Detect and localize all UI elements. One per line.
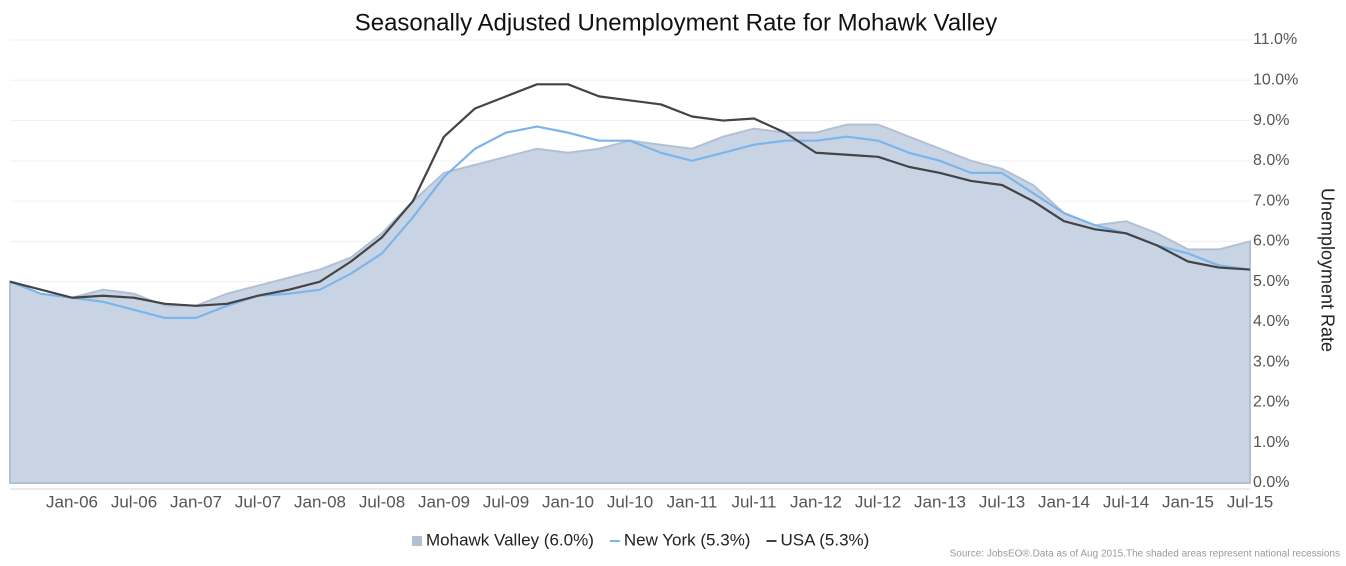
x-tick-label: Jul-07 [235,492,281,511]
x-tick-label: Jul-08 [359,492,405,511]
x-tick-label: Jan-07 [170,492,222,511]
x-tick-label: Jul-10 [607,492,653,511]
x-tick-label: Jul-13 [979,492,1025,511]
legend-label: Mohawk Valley (6.0%) [426,530,594,549]
y-tick-label: 7.0% [1253,192,1289,209]
y-tick-label: 0.0% [1253,474,1289,491]
x-tick-label: Jan-09 [418,492,470,511]
y-tick-label: 1.0% [1253,434,1289,451]
x-tick-label: Jul-09 [483,492,529,511]
legend-swatch [412,536,422,546]
x-tick-label: Jan-14 [1038,492,1090,511]
source-note: Source: JobsEO®.Data as of Aug 2015.The … [950,549,1340,560]
y-tick-label: 5.0% [1253,273,1289,290]
x-tick-label: Jul-14 [1103,492,1149,511]
x-tick-label: Jul-12 [855,492,901,511]
x-tick-label: Jan-11 [667,492,718,511]
y-tick-label: 8.0% [1253,152,1289,169]
x-tick-label: Jul-15 [1227,492,1273,511]
y-tick-label: 2.0% [1253,394,1289,411]
x-tick-label: Jul-06 [111,492,157,511]
y-axis-title: Unemployment Rate [1317,188,1337,352]
x-tick-label: Jan-06 [46,492,98,511]
y-tick-label: 4.0% [1253,313,1289,330]
area [9,123,1251,484]
y-tick-label: 11.0% [1253,31,1297,48]
y-tick-label: 3.0% [1253,353,1289,370]
legend-label: USA (5.3%) [780,530,869,549]
line [9,125,1251,319]
y-tick-label: 9.0% [1253,112,1289,129]
plot [9,39,1251,484]
x-tick-label: Jan-10 [542,492,594,511]
x-tick-label: Jan-08 [294,492,346,511]
legend-label: New York (5.3%) [624,530,751,549]
x-tick-label: Jan-12 [790,492,842,511]
chart-title: Seasonally Adjusted Unemployment Rate fo… [355,9,998,36]
line [9,83,1251,307]
y-tick-label: 10.0% [1253,71,1298,88]
x-tick-label: Jan-15 [1162,492,1214,511]
x-tick-label: Jul-11 [731,492,776,511]
x-tick-label: Jan-13 [914,492,966,511]
y-tick-label: 6.0% [1253,233,1289,250]
